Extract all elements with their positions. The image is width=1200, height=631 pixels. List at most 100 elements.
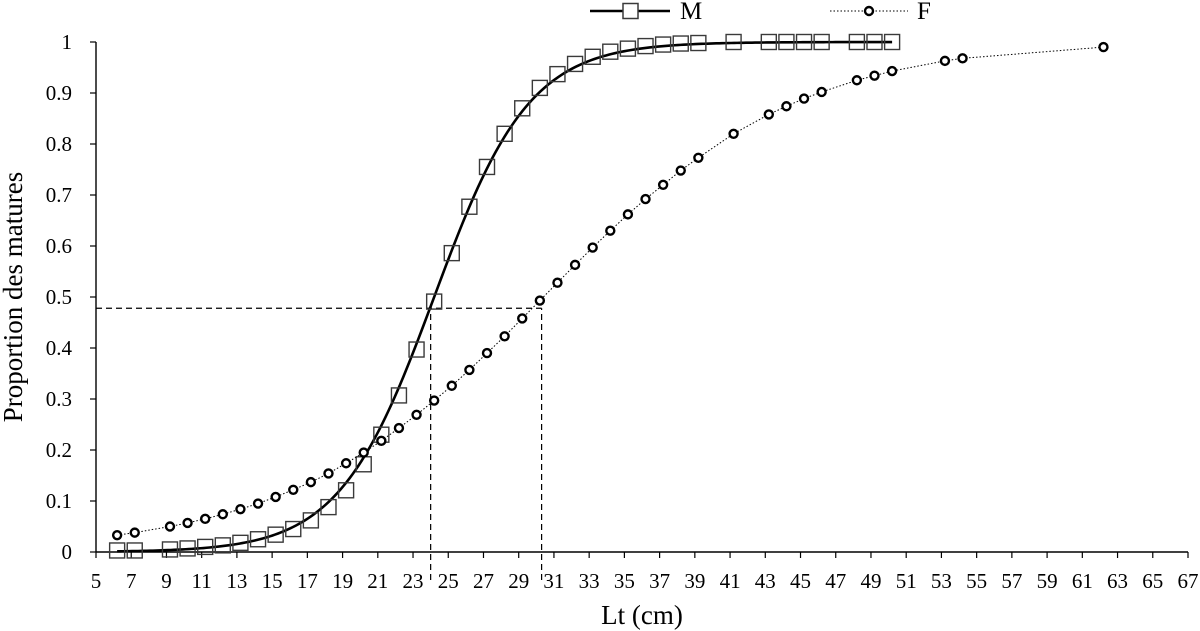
x-tick-label: 27 bbox=[473, 569, 494, 593]
x-tick-label: 33 bbox=[579, 569, 600, 593]
legend-label-f: F bbox=[917, 0, 931, 25]
x-tick-label: 45 bbox=[790, 569, 811, 593]
y-tick-label: 1 bbox=[62, 30, 73, 54]
series-f-point bbox=[305, 476, 317, 488]
series-m-point bbox=[496, 125, 513, 143]
series-m-point bbox=[196, 538, 214, 556]
series-m-point bbox=[179, 540, 196, 557]
series-f-point bbox=[428, 395, 440, 406]
series-f-point bbox=[323, 468, 334, 479]
series-f-point bbox=[816, 86, 827, 98]
x-ticks: 5 7 9 11 13 15 17 19 21 23 25 27 29 31 33 35 37 39 41 43 45 4… bbox=[91, 552, 1199, 593]
series-m-point bbox=[443, 244, 460, 262]
series-m-point bbox=[214, 537, 232, 554]
x-tick-label: 13 bbox=[226, 569, 247, 593]
x-tick-label: 11 bbox=[192, 569, 212, 593]
series-m-point bbox=[267, 526, 284, 543]
legend-entry-m: M bbox=[590, 0, 702, 25]
x-tick-label: 55 bbox=[966, 569, 987, 593]
series-f-point bbox=[446, 380, 457, 391]
series-f-point bbox=[164, 521, 176, 532]
x-tick-label: 67 bbox=[1178, 569, 1199, 593]
series-m-point bbox=[883, 33, 901, 51]
x-tick-label: 37 bbox=[649, 569, 670, 593]
series-f-point bbox=[481, 347, 493, 359]
x-tick-label: 61 bbox=[1072, 569, 1093, 593]
series-f-point bbox=[464, 364, 475, 376]
y-tick-label: 0.2 bbox=[46, 438, 72, 462]
series-f-point bbox=[252, 498, 264, 509]
series-f-point bbox=[235, 503, 246, 515]
series-m-point bbox=[232, 534, 249, 552]
x-tick-label: 41 bbox=[720, 569, 741, 593]
y-tick-label: 0.6 bbox=[46, 234, 72, 258]
x-tick-label: 9 bbox=[161, 569, 172, 593]
series-f-point bbox=[640, 193, 651, 205]
series-f-point bbox=[763, 109, 775, 120]
y-ticks: 0 0.1 0.2 0.3 0.4 0.5 0.6 0.7 0.8 0.9 1 bbox=[46, 30, 96, 564]
series-m-point bbox=[161, 541, 179, 558]
series-f-point bbox=[182, 517, 193, 529]
x-tick-label: 47 bbox=[825, 569, 846, 593]
y-tick-label: 0.8 bbox=[46, 132, 72, 156]
x-tick-label: 59 bbox=[1037, 569, 1058, 593]
series-m-point bbox=[566, 55, 584, 73]
series-f-point bbox=[622, 209, 634, 220]
x-tick-label: 19 bbox=[332, 569, 353, 593]
axes bbox=[95, 42, 1188, 553]
series-m-point bbox=[619, 40, 637, 57]
x-tick-label: 63 bbox=[1107, 569, 1128, 593]
series-m-point bbox=[725, 33, 742, 51]
series-m-point bbox=[390, 387, 408, 404]
y-tick-label: 0.4 bbox=[46, 336, 73, 360]
series-m-point bbox=[408, 341, 425, 358]
series-f-point bbox=[587, 242, 598, 253]
series-f-point bbox=[270, 491, 281, 503]
x-tick-label: 5 bbox=[91, 569, 102, 593]
y-tick-label: 0 bbox=[62, 540, 73, 564]
x-tick-label: 7 bbox=[126, 569, 137, 593]
series-f-point bbox=[340, 458, 352, 469]
x-tick-label: 17 bbox=[297, 569, 318, 593]
series-m-point bbox=[795, 33, 813, 51]
y-tick-label: 0.1 bbox=[46, 489, 72, 513]
series-f-point bbox=[111, 529, 123, 541]
series-m-line bbox=[117, 40, 893, 553]
series-m-point bbox=[848, 33, 866, 51]
series-m-point bbox=[549, 65, 566, 83]
x-tick-label: 43 bbox=[755, 569, 776, 593]
series-f-point bbox=[393, 422, 405, 434]
series-m-point bbox=[690, 34, 707, 52]
series-f-point bbox=[728, 128, 739, 140]
reference-lines bbox=[96, 307, 543, 580]
series-m-point bbox=[778, 33, 795, 51]
series-f-point bbox=[939, 55, 951, 67]
series-f-point bbox=[693, 152, 704, 163]
series-m-point bbox=[672, 35, 689, 52]
y-tick-label: 0.5 bbox=[46, 285, 72, 309]
series-m-point bbox=[531, 79, 549, 97]
series-f-point bbox=[411, 409, 422, 421]
series-f-point bbox=[605, 225, 616, 236]
series-f-point bbox=[358, 447, 369, 458]
series-m-point bbox=[302, 512, 320, 529]
x-tick-label: 39 bbox=[684, 569, 705, 593]
series-f-point bbox=[798, 93, 810, 104]
legend-entry-f: F bbox=[830, 0, 931, 25]
series-f-point bbox=[675, 165, 686, 176]
series-m-point bbox=[249, 531, 267, 548]
x-tick-label: 31 bbox=[543, 569, 564, 593]
x-tick-label: 23 bbox=[403, 569, 424, 593]
series-m-point bbox=[461, 198, 478, 215]
x-tick-label: 21 bbox=[367, 569, 388, 593]
x-axis-title: Lt (cm) bbox=[601, 600, 683, 630]
series-m-point bbox=[478, 158, 496, 176]
series-m-point bbox=[760, 33, 778, 51]
series-f-point bbox=[199, 513, 211, 525]
x-tick-label: 25 bbox=[438, 569, 459, 593]
series-m-point bbox=[866, 33, 883, 51]
series-m-point bbox=[654, 36, 672, 53]
y-tick-label: 0.3 bbox=[46, 387, 72, 411]
x-tick-label: 65 bbox=[1142, 569, 1163, 593]
